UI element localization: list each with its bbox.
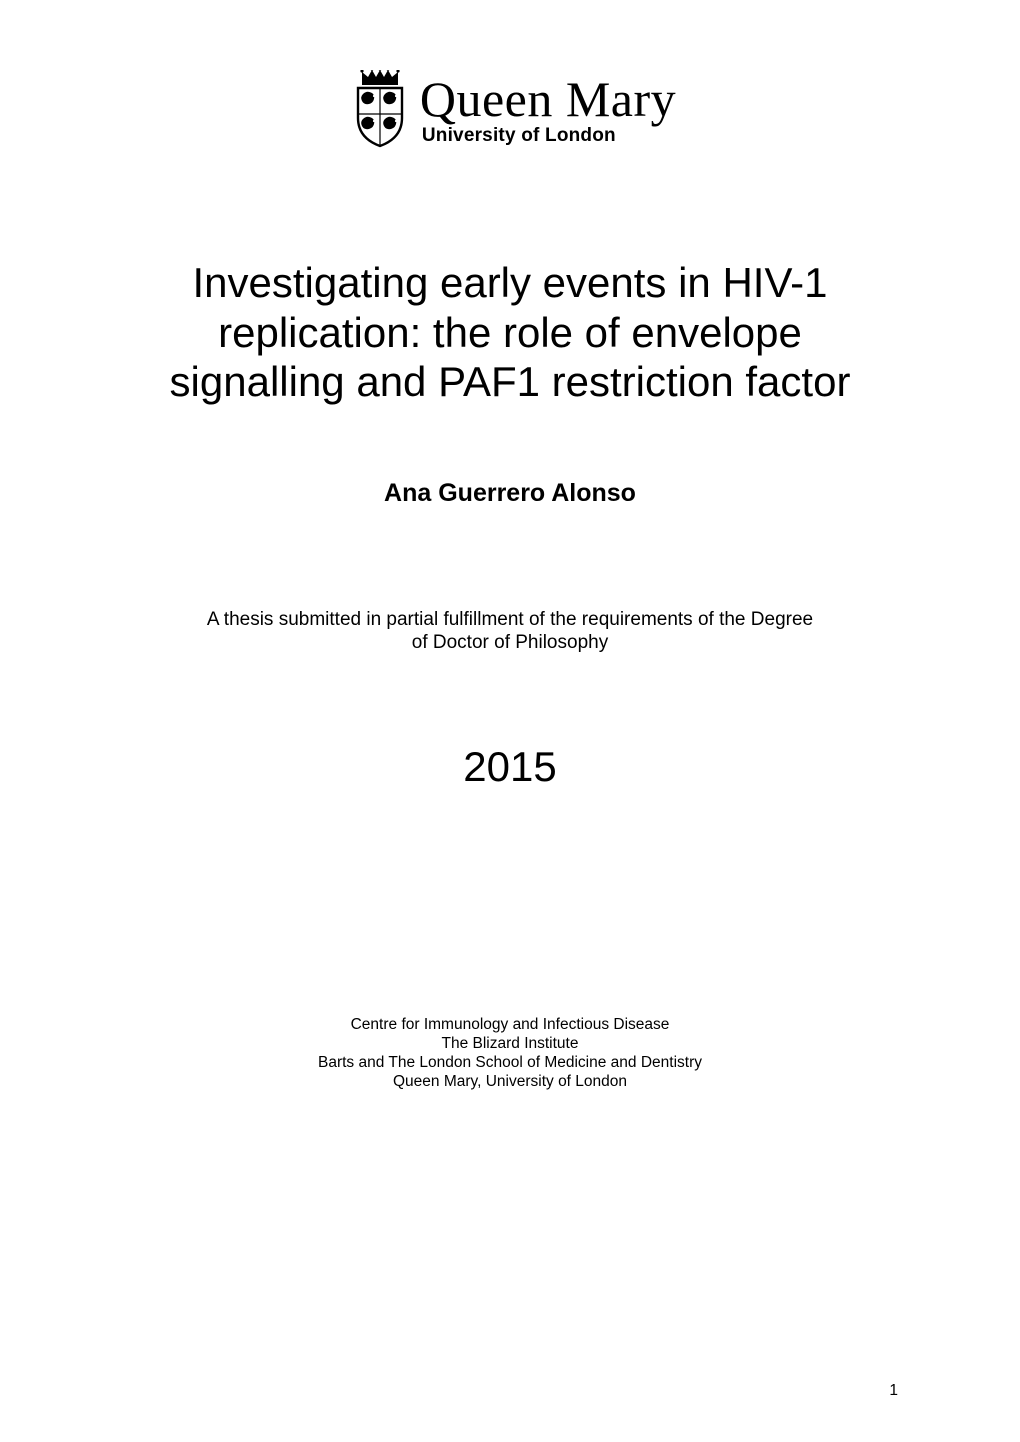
- affiliation-line: The Blizard Institute: [120, 1035, 900, 1054]
- institution-name-main: Queen Mary: [420, 74, 676, 124]
- thesis-title-line: Investigating early events in HIV-1: [120, 258, 900, 308]
- affiliation-line: Barts and The London School of Medicine …: [120, 1054, 900, 1073]
- university-crest-icon: [344, 70, 416, 148]
- institution-name-sub: University of London: [422, 126, 616, 145]
- affiliation-line: Centre for Immunology and Infectious Dis…: [120, 1016, 900, 1035]
- thesis-title-page: Queen Mary University of London Investig…: [0, 0, 1020, 1442]
- thesis-year: 2015: [120, 743, 900, 791]
- university-logo-text: Queen Mary University of London: [420, 74, 676, 145]
- author-name: Ana Guerrero Alonso: [120, 479, 900, 508]
- thesis-title-line: replication: the role of envelope: [120, 308, 900, 358]
- thesis-title-line: signalling and PAF1 restriction factor: [120, 357, 900, 407]
- submission-line: A thesis submitted in partial fulfillmen…: [140, 608, 880, 632]
- submission-statement: A thesis submitted in partial fulfillmen…: [140, 608, 880, 656]
- university-logo: Queen Mary University of London: [120, 70, 900, 148]
- submission-line: of Doctor of Philosophy: [140, 631, 880, 655]
- thesis-title: Investigating early events in HIV-1 repl…: [120, 258, 900, 407]
- affiliation-block: Centre for Immunology and Infectious Dis…: [120, 1016, 900, 1092]
- affiliation-line: Queen Mary, University of London: [120, 1073, 900, 1092]
- page-number: 1: [889, 1382, 898, 1400]
